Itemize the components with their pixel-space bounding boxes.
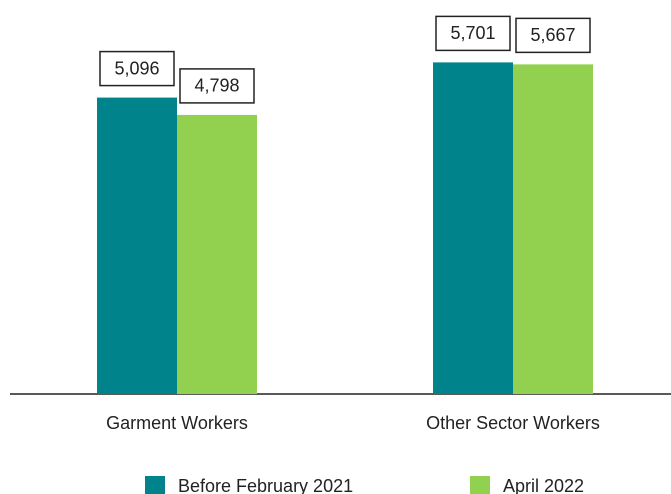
bar: [177, 114, 257, 395]
value-label-box: [435, 15, 511, 52]
bar: [433, 62, 513, 394]
value-label: 5,667: [530, 25, 575, 45]
x-tick-label: Other Sector Workers: [426, 413, 600, 433]
value-label: 4,798: [194, 76, 239, 96]
legend-swatch: [470, 476, 490, 494]
legend-label: April 2022: [503, 476, 584, 494]
bar: [97, 97, 177, 394]
x-tick-label: Garment Workers: [106, 413, 248, 433]
legend-label: Before February 2021: [178, 476, 353, 494]
bar: [513, 64, 593, 394]
value-label-box: [515, 17, 591, 54]
value-label: 5,096: [114, 58, 159, 78]
value-label-box: [99, 50, 175, 87]
value-label: 5,701: [450, 23, 495, 43]
value-label-box: [179, 68, 255, 104]
legend-swatch: [145, 476, 165, 494]
